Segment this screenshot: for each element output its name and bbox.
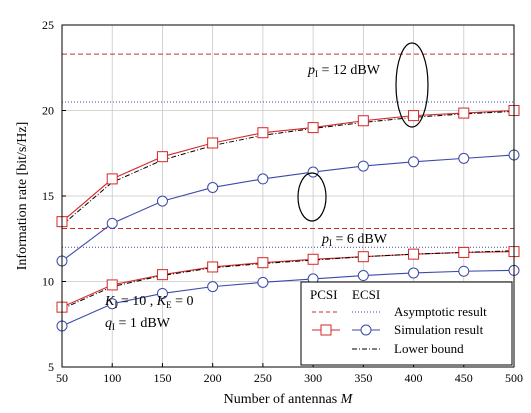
y-tick-labels: 5 10 15 20 25 <box>42 18 54 374</box>
simulation-ecsi-p12-point <box>458 152 470 164</box>
x-tick-label: 350 <box>354 371 372 385</box>
simulation-ecsi-p6-point <box>458 265 470 277</box>
simulation-pcsi-p12-line <box>61 109 515 223</box>
simulation-pcsi-p6-point <box>156 269 168 281</box>
simulation-pcsi-p6-point <box>458 246 470 258</box>
simulation-ecsi-p12-point <box>357 160 369 172</box>
simulation-pcsi-p6-point <box>307 253 319 265</box>
x-tick-label: 450 <box>455 371 473 385</box>
ellipse-p6 <box>297 172 327 222</box>
simulation-pcsi-p6-point <box>207 261 219 273</box>
legend-label-lower: Lower bound <box>394 341 464 356</box>
simulation-pcsi-p12-point <box>307 122 319 134</box>
simulation-ecsi-p6-point <box>408 267 420 279</box>
ellipse-p12 <box>395 42 429 128</box>
simulation-pcsi-p6-point <box>257 257 269 269</box>
legend-box <box>300 281 513 366</box>
annotation-p6: pI = 6 dBW <box>321 232 388 248</box>
x-tick-label: 400 <box>405 371 423 385</box>
simulation-ecsi-p6-point <box>257 276 269 288</box>
annotation-p12: pI = 12 dBW <box>307 63 381 79</box>
simulation-ecsi-p12-point <box>408 156 420 168</box>
x-tick-label: 250 <box>254 371 272 385</box>
simulation-ecsi-p12-point <box>156 195 168 207</box>
y-tick-label: 25 <box>42 18 54 32</box>
x-tick-label: 500 <box>505 371 523 385</box>
simulation-pcsi-p6-point <box>408 248 420 260</box>
x-axis-title: Number of antennas M <box>224 392 354 407</box>
legend-header-pcsi: PCSI <box>310 287 337 302</box>
simulation-pcsi-p12-point <box>207 137 219 149</box>
y-tick-label: 5 <box>48 360 54 374</box>
simulation-ecsi-p12-point <box>207 181 219 193</box>
y-axis-title: Information rate [bit/s/Hz] <box>15 122 30 271</box>
legend-marker-circle <box>360 324 372 336</box>
lower-bound-p12-line <box>61 110 515 226</box>
legend: PCSI ECSI Asymptotic result Simulation r… <box>300 281 513 366</box>
simulation-pcsi-p12-point <box>156 151 168 163</box>
plot-frame <box>61 24 515 368</box>
y-tick-label: 20 <box>42 104 54 118</box>
simulation-pcsi-p6-point <box>357 251 369 263</box>
x-tick-labels: 50 100 150 200 250 300 350 400 450 500 <box>56 371 523 385</box>
legend-label-simulation: Simulation result <box>394 322 484 337</box>
simulation-ecsi-p6-point <box>357 270 369 282</box>
simulation-ecsi-p12-line <box>61 154 515 262</box>
y-tick-label: 10 <box>42 275 54 289</box>
asymptote-lines <box>62 53 514 248</box>
simulation-pcsi-p12-point <box>357 115 369 127</box>
simulation-ecsi-p6-point <box>156 287 168 299</box>
simulation-pcsi-p6-point <box>106 279 118 291</box>
legend-marker-square <box>320 324 332 336</box>
simulation-pcsi-p12-point <box>106 173 118 185</box>
simulation-pcsi-p12-point <box>257 127 269 139</box>
lower-bound-p6-line <box>61 250 515 310</box>
simulation-ecsi-p6-line <box>61 269 515 327</box>
simulation-pcsi-p12-point <box>408 110 420 122</box>
legend-label-asymptotic: Asymptotic result <box>394 304 487 319</box>
y-tick-label: 15 <box>42 189 54 203</box>
simulation-ecsi-p6-point <box>106 298 118 310</box>
legend-header-ecsi: ECSI <box>352 287 380 302</box>
annotation-q: qI = 1 dBW <box>105 316 171 332</box>
x-tick-label: 300 <box>304 371 322 385</box>
simulation-ecsi-p12-point <box>307 166 319 178</box>
annotation-k: KI = 10 , KE = 0 <box>104 294 194 310</box>
x-tick-label: 50 <box>56 371 68 385</box>
x-tick-label: 200 <box>204 371 222 385</box>
series-lines <box>61 109 515 327</box>
simulation-ecsi-p12-point <box>257 173 269 185</box>
x-tick-label: 150 <box>153 371 171 385</box>
simulation-ecsi-p12-point <box>106 217 118 229</box>
x-tick-label: 100 <box>103 371 121 385</box>
simulation-ecsi-p6-point <box>207 281 219 293</box>
simulation-pcsi-p12-point <box>458 107 470 119</box>
